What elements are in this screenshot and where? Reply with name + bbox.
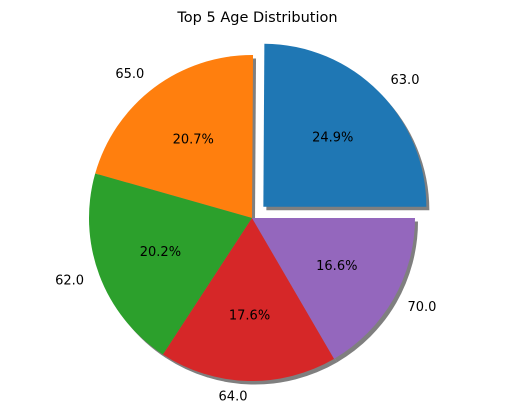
pct-label-65-0: 20.7%	[173, 132, 214, 147]
pie-slice-62-0	[89, 173, 252, 355]
slice-label-65-0: 65.0	[115, 67, 144, 82]
slice-label-63-0: 63.0	[391, 73, 420, 88]
slice-label-64-0: 64.0	[219, 390, 248, 405]
slice-label-62-0: 62.0	[55, 273, 84, 288]
slice-labels: 24.9% 63.0 20.7% 65.0 20.2% 62.0 17.6% 64.0 16.6…	[55, 67, 436, 405]
chart-title: Top 5 Age Distribution	[176, 10, 337, 26]
pie-slice-70-0	[252, 218, 415, 359]
pie-slice-63-0	[263, 43, 427, 207]
slice-label-70-0: 70.0	[407, 300, 436, 315]
pct-label-62-0: 20.2%	[140, 245, 181, 260]
pie-slices	[89, 43, 427, 382]
pct-label-64-0: 17.6%	[229, 308, 270, 323]
pie-slice-65-0	[95, 54, 254, 218]
pie-slice-64-0	[162, 218, 335, 382]
pct-label-63-0: 24.9%	[312, 130, 353, 145]
pct-label-70-0: 16.6%	[316, 259, 357, 274]
